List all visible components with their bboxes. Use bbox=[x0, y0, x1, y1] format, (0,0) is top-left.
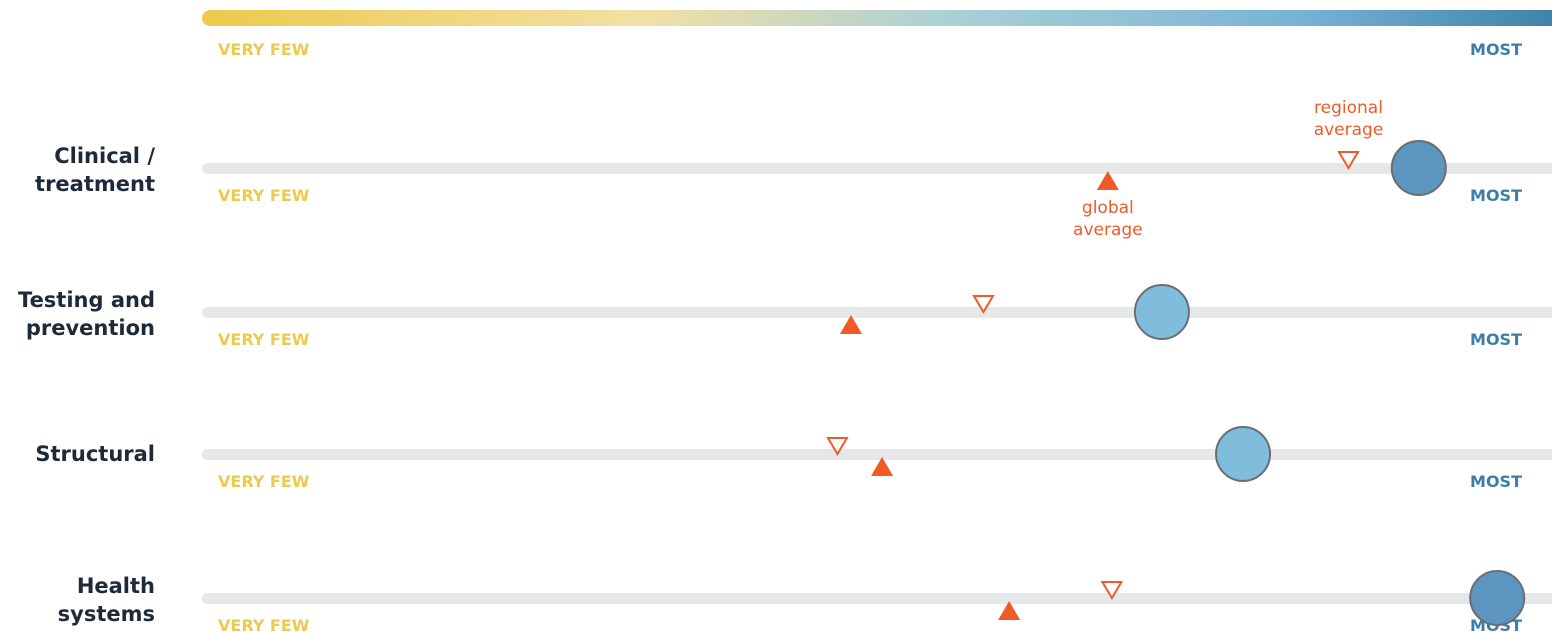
row-low-label: VERY FEW bbox=[218, 472, 310, 491]
global-average-marker bbox=[1096, 171, 1119, 190]
chart-row: Structural VERY FEW MOST bbox=[35, 426, 1552, 491]
row-label-line: prevention bbox=[26, 316, 155, 340]
row-label: Health systems bbox=[58, 574, 155, 626]
global-average-marker bbox=[998, 601, 1021, 620]
row-label-line: treatment bbox=[35, 172, 155, 196]
row-label: Clinical / treatment bbox=[35, 144, 155, 196]
regional-average-annotation: regional average bbox=[1314, 98, 1384, 140]
row-label: Structural bbox=[35, 442, 155, 466]
row-low-label: VERY FEW bbox=[218, 330, 310, 349]
row-low-label: VERY FEW bbox=[218, 186, 310, 205]
row-track bbox=[202, 307, 1552, 318]
global-average-marker bbox=[839, 315, 862, 334]
annotation-line: average bbox=[1314, 120, 1384, 140]
row-label-line: systems bbox=[58, 602, 155, 626]
scale-low-label: VERY FEW bbox=[218, 40, 310, 59]
value-dot bbox=[1390, 140, 1447, 196]
annotation-line: average bbox=[1073, 220, 1143, 240]
row-track bbox=[202, 163, 1552, 174]
scale-high-label: MOST bbox=[1470, 40, 1522, 59]
annotation-line: regional bbox=[1314, 98, 1383, 118]
row-label-line: Health bbox=[77, 574, 155, 598]
row-high-label: MOST bbox=[1470, 472, 1522, 491]
annotation-line: global bbox=[1082, 198, 1134, 218]
regional-average-marker bbox=[1100, 581, 1124, 600]
scale-gradient-bar bbox=[202, 10, 1552, 26]
value-dot bbox=[1215, 426, 1272, 482]
row-high-label: MOST bbox=[1470, 186, 1522, 205]
row-track bbox=[202, 593, 1552, 604]
row-track bbox=[202, 449, 1552, 460]
regional-average-marker bbox=[1337, 151, 1360, 170]
row-label: Testing and prevention bbox=[18, 288, 155, 340]
global-average-marker bbox=[871, 457, 894, 476]
chart-row: Testing and prevention VERY FEW MOST bbox=[18, 284, 1552, 349]
row-label-line: Clinical / bbox=[54, 144, 155, 168]
value-dot bbox=[1469, 570, 1526, 626]
value-dot bbox=[1133, 284, 1190, 340]
regional-average-marker bbox=[972, 295, 995, 314]
regional-average-marker bbox=[826, 437, 849, 456]
row-high-label: MOST bbox=[1470, 330, 1522, 349]
global-average-annotation: global average bbox=[1073, 198, 1143, 240]
row-label-line: Structural bbox=[35, 442, 155, 466]
row-label-line: Testing and bbox=[18, 288, 155, 312]
row-low-label: VERY FEW bbox=[218, 616, 310, 632]
